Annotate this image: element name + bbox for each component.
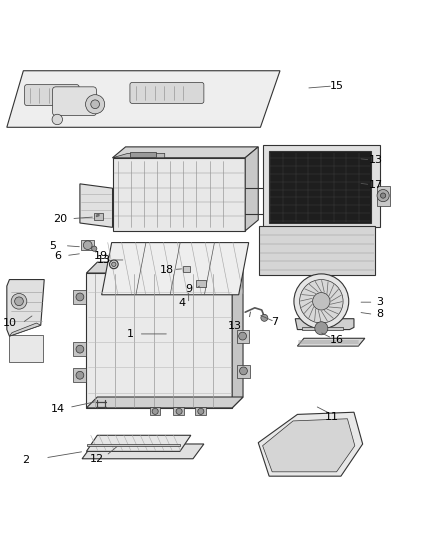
Polygon shape (113, 147, 258, 158)
Circle shape (294, 274, 349, 329)
Circle shape (198, 408, 204, 414)
Text: 1: 1 (127, 329, 134, 339)
Bar (195, 407, 206, 415)
Text: 5: 5 (49, 240, 57, 251)
Circle shape (377, 190, 389, 201)
Bar (74, 342, 86, 356)
Text: 16: 16 (329, 335, 343, 345)
Bar (237, 330, 249, 343)
Polygon shape (245, 147, 258, 231)
Bar (184, 266, 191, 272)
Text: 7: 7 (271, 317, 279, 327)
Circle shape (85, 95, 105, 114)
Polygon shape (102, 243, 249, 295)
Circle shape (14, 297, 23, 305)
Polygon shape (269, 151, 371, 223)
Text: 9: 9 (185, 284, 192, 294)
Text: 3: 3 (377, 297, 384, 307)
Polygon shape (295, 319, 354, 329)
Text: 14: 14 (51, 404, 65, 414)
Polygon shape (263, 419, 355, 472)
Circle shape (176, 408, 182, 414)
Text: 15: 15 (329, 81, 343, 91)
Polygon shape (86, 273, 232, 408)
Polygon shape (86, 397, 243, 408)
Polygon shape (113, 158, 245, 231)
Circle shape (83, 241, 92, 249)
Polygon shape (7, 71, 280, 127)
Bar (237, 365, 250, 378)
Text: 13: 13 (369, 155, 383, 165)
Bar (130, 152, 156, 157)
Text: 17: 17 (369, 180, 383, 190)
Text: 6: 6 (54, 252, 61, 262)
Polygon shape (10, 335, 43, 362)
Circle shape (239, 332, 247, 340)
Text: 2: 2 (22, 455, 29, 465)
FancyBboxPatch shape (130, 83, 204, 103)
Circle shape (381, 193, 386, 198)
Polygon shape (80, 184, 113, 228)
Text: 13: 13 (227, 321, 241, 331)
Text: 20: 20 (53, 214, 67, 224)
FancyBboxPatch shape (53, 87, 96, 116)
Bar (149, 407, 160, 415)
Polygon shape (82, 444, 204, 459)
Circle shape (300, 279, 343, 323)
Text: 12: 12 (89, 454, 103, 464)
Text: 10: 10 (4, 318, 17, 328)
Bar (81, 240, 94, 250)
Circle shape (11, 294, 27, 309)
Circle shape (91, 100, 99, 109)
Text: 19: 19 (94, 252, 108, 262)
Circle shape (52, 114, 63, 125)
Circle shape (315, 322, 328, 335)
Polygon shape (297, 338, 365, 346)
Bar (87, 445, 180, 446)
Circle shape (152, 408, 158, 414)
Polygon shape (10, 323, 41, 336)
Bar (74, 290, 86, 304)
Polygon shape (113, 154, 165, 158)
Circle shape (110, 260, 118, 269)
FancyBboxPatch shape (25, 85, 79, 106)
Circle shape (112, 262, 116, 266)
Text: 11: 11 (325, 411, 339, 422)
Bar (197, 279, 206, 287)
Polygon shape (259, 227, 375, 275)
Bar (74, 368, 86, 382)
Circle shape (261, 314, 268, 321)
Bar (173, 407, 184, 415)
Circle shape (76, 372, 84, 379)
Circle shape (313, 293, 330, 310)
Polygon shape (86, 262, 243, 273)
Polygon shape (86, 435, 191, 451)
Circle shape (240, 367, 247, 375)
Circle shape (76, 293, 84, 301)
Polygon shape (263, 144, 380, 228)
Polygon shape (302, 327, 343, 329)
Text: 13: 13 (97, 255, 111, 265)
Bar (377, 186, 390, 206)
Text: 8: 8 (377, 309, 384, 319)
Circle shape (92, 246, 97, 251)
Polygon shape (232, 262, 243, 408)
Bar (94, 213, 102, 220)
Polygon shape (258, 412, 363, 476)
Text: 4: 4 (179, 298, 186, 309)
Polygon shape (7, 279, 44, 336)
Text: 18: 18 (160, 264, 174, 274)
Circle shape (76, 345, 84, 353)
